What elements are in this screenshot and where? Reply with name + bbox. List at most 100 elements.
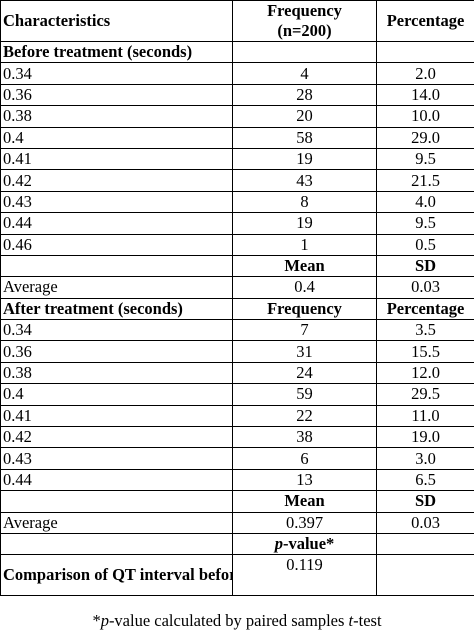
row-value: 0.42 bbox=[0, 426, 233, 449]
before-section-title: Before treatment (seconds) bbox=[0, 40, 233, 64]
row-percentage: 6.5 bbox=[376, 468, 474, 492]
before-average-row: Average 0.4 0.03 bbox=[0, 276, 474, 299]
pvalue-header-row: p-value* bbox=[0, 532, 474, 556]
header-percentage: Percentage bbox=[376, 0, 474, 42]
header-characteristics: Characteristics bbox=[0, 0, 233, 42]
after-mean-value: 0.397 bbox=[232, 511, 377, 534]
row-value: 0.43 bbox=[0, 447, 233, 470]
table-row: 0.42 38 19.0 bbox=[0, 426, 474, 449]
table-row: 0.38 24 12.0 bbox=[0, 361, 474, 385]
before-stats-header-row: Mean SD bbox=[0, 254, 474, 278]
row-frequency: 6 bbox=[232, 447, 377, 470]
comparison-row: Comparison of QT interval before and aft… bbox=[0, 554, 474, 597]
after-average-label: Average bbox=[0, 511, 233, 534]
row-frequency: 8 bbox=[232, 190, 377, 214]
table-row: 0.44 19 9.5 bbox=[0, 212, 474, 235]
row-value: 0.36 bbox=[0, 340, 233, 363]
comparison-label: Comparison of QT interval before and aft… bbox=[0, 554, 233, 597]
row-percentage: 4.0 bbox=[376, 190, 474, 214]
table-row: 0.34 4 2.0 bbox=[0, 62, 474, 85]
empty-cell bbox=[0, 490, 233, 513]
row-percentage: 12.0 bbox=[376, 361, 474, 385]
row-percentage: 21.5 bbox=[376, 169, 474, 192]
row-frequency: 43 bbox=[232, 169, 377, 192]
row-frequency: 13 bbox=[232, 468, 377, 492]
table-header-row: Characteristics Frequency (n=200) Percent… bbox=[0, 0, 474, 42]
after-section-row: After treatment (seconds) Frequency Perc… bbox=[0, 297, 474, 321]
before-mean-label: Mean bbox=[232, 254, 377, 278]
row-value: 0.42 bbox=[0, 169, 233, 192]
row-value: 0.38 bbox=[0, 361, 233, 385]
table-footnote: *p-value calculated by paired samples t-… bbox=[0, 611, 474, 631]
table-row: 0.42 43 21.5 bbox=[0, 169, 474, 192]
row-frequency: 58 bbox=[232, 126, 377, 149]
row-percentage: 3.5 bbox=[376, 319, 474, 342]
row-frequency: 1 bbox=[232, 233, 377, 256]
row-percentage: 19.0 bbox=[376, 426, 474, 449]
row-percentage: 15.5 bbox=[376, 340, 474, 363]
row-percentage: 9.5 bbox=[376, 212, 474, 235]
table-row: 0.41 22 11.0 bbox=[0, 404, 474, 428]
before-average-label: Average bbox=[0, 276, 233, 299]
empty-cell bbox=[376, 554, 474, 597]
before-sd-label: SD bbox=[376, 254, 474, 278]
empty-cell bbox=[376, 40, 474, 64]
row-value: 0.4 bbox=[0, 383, 233, 406]
table-row: 0.38 20 10.0 bbox=[0, 105, 474, 128]
row-value: 0.34 bbox=[0, 62, 233, 85]
header-frequency: Frequency (n=200) bbox=[232, 0, 377, 42]
pvalue-label: p-value* bbox=[232, 532, 377, 556]
table-row: 0.36 28 14.0 bbox=[0, 83, 474, 107]
table-row: 0.43 6 3.0 bbox=[0, 447, 474, 470]
row-frequency: 22 bbox=[232, 404, 377, 428]
header-frequency-line2: (n=200) bbox=[277, 21, 332, 40]
pvalue-label-rest: -value* bbox=[282, 534, 335, 554]
qt-interval-table: Characteristics Frequency (n=200) Percent… bbox=[0, 0, 474, 597]
pvalue-value: 0.119 bbox=[232, 554, 377, 597]
footnote-end: -test bbox=[353, 611, 382, 630]
footnote-middle: -value calculated by paired samples bbox=[108, 611, 349, 630]
header-frequency-line1: Frequency bbox=[267, 1, 342, 21]
row-percentage: 11.0 bbox=[376, 404, 474, 428]
after-percentage-label: Percentage bbox=[376, 297, 474, 321]
table-row: 0.43 8 4.0 bbox=[0, 190, 474, 214]
footnote-p: p bbox=[100, 611, 109, 630]
row-value: 0.46 bbox=[0, 233, 233, 256]
row-frequency: 38 bbox=[232, 426, 377, 449]
row-frequency: 31 bbox=[232, 340, 377, 363]
row-value: 0.41 bbox=[0, 404, 233, 428]
before-section-row: Before treatment (seconds) bbox=[0, 40, 474, 64]
row-percentage: 3.0 bbox=[376, 447, 474, 470]
row-frequency: 28 bbox=[232, 83, 377, 107]
row-frequency: 20 bbox=[232, 105, 377, 128]
after-mean-label: Mean bbox=[232, 490, 377, 513]
after-section-title: After treatment (seconds) bbox=[0, 297, 233, 321]
row-value: 0.44 bbox=[0, 212, 233, 235]
row-frequency: 7 bbox=[232, 319, 377, 342]
before-sd-value: 0.03 bbox=[376, 276, 474, 299]
table-row: 0.4 59 29.5 bbox=[0, 383, 474, 406]
row-percentage: 29.0 bbox=[376, 126, 474, 149]
before-mean-value: 0.4 bbox=[232, 276, 377, 299]
table-row: 0.41 19 9.5 bbox=[0, 147, 474, 171]
after-average-row: Average 0.397 0.03 bbox=[0, 511, 474, 534]
row-value: 0.41 bbox=[0, 147, 233, 171]
row-value: 0.34 bbox=[0, 319, 233, 342]
row-frequency: 59 bbox=[232, 383, 377, 406]
row-percentage: 2.0 bbox=[376, 62, 474, 85]
table-row: 0.34 7 3.5 bbox=[0, 319, 474, 342]
before-rows: 0.34 4 2.0 0.36 28 14.0 0.38 20 10.0 0.4 58 29.0 0.4… bbox=[0, 62, 474, 256]
table-row: 0.44 13 6.5 bbox=[0, 468, 474, 492]
row-value: 0.36 bbox=[0, 83, 233, 107]
row-frequency: 19 bbox=[232, 147, 377, 171]
row-value: 0.4 bbox=[0, 126, 233, 149]
row-value: 0.38 bbox=[0, 105, 233, 128]
after-stats-header-row: Mean SD bbox=[0, 490, 474, 513]
after-rows: 0.34 7 3.5 0.36 31 15.5 0.38 24 12.0 0.4 59 29.5 0.4… bbox=[0, 319, 474, 492]
row-percentage: 9.5 bbox=[376, 147, 474, 171]
footnote-star: * bbox=[92, 611, 101, 630]
row-percentage: 14.0 bbox=[376, 83, 474, 107]
empty-cell bbox=[232, 40, 377, 64]
empty-cell bbox=[376, 532, 474, 556]
empty-cell bbox=[0, 532, 233, 556]
